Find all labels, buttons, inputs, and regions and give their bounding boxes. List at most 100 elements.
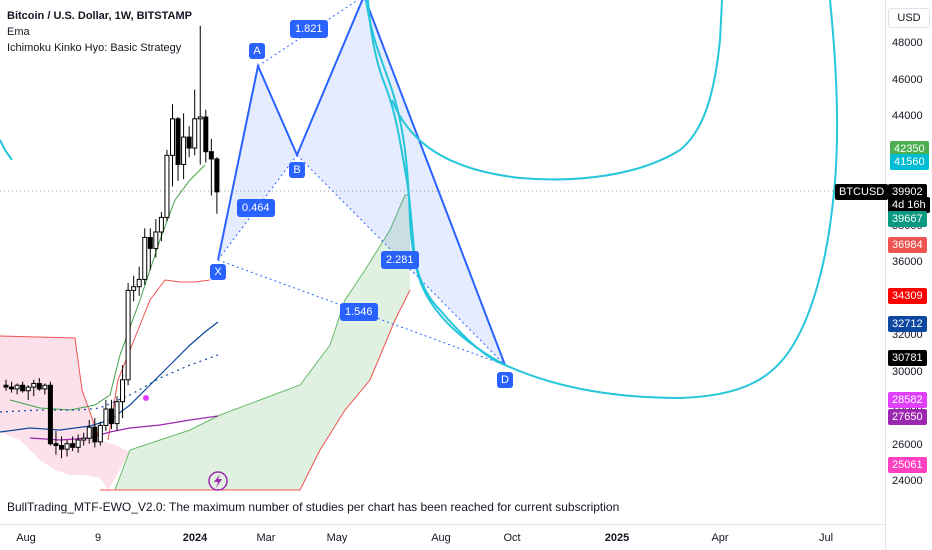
- price-badge: 28582: [888, 392, 927, 408]
- candle: [3, 384, 9, 388]
- price-badge: 36984: [888, 237, 927, 253]
- candle: [25, 386, 31, 392]
- time-tick: Apr: [711, 532, 729, 544]
- projection-curve-upper: [391, 0, 723, 181]
- point-label-d[interactable]: D: [497, 372, 513, 388]
- candle: [114, 401, 120, 425]
- price-tick: 24000: [892, 475, 923, 487]
- price-tick: 30000: [892, 365, 923, 378]
- price-badge: 27650: [888, 409, 927, 425]
- symbol-title[interactable]: Bitcoin / U.S. Dollar, 1W, BITSTAMP: [7, 10, 192, 22]
- candle: [81, 437, 87, 441]
- candle: [170, 118, 175, 156]
- price-badge: 25061: [888, 457, 927, 473]
- price-badge: 32712: [888, 316, 927, 332]
- candle: [20, 384, 26, 392]
- ema-line-purple: [29, 415, 219, 441]
- ichimoku-span-b: [100, 289, 411, 491]
- price-tick: 46000: [892, 73, 923, 86]
- point-label-b[interactable]: B: [289, 162, 305, 178]
- candle: [142, 236, 148, 280]
- price-badge: BTCUSD: [835, 184, 889, 200]
- price-badge: 39902: [888, 184, 927, 200]
- harmonic-bd-dotted: [296, 154, 506, 366]
- chart-legend[interactable]: Bitcoin / U.S. Dollar, 1W, BITSTAMP Ema …: [7, 8, 192, 56]
- candle: [186, 136, 192, 149]
- time-tick: 2024: [182, 532, 208, 544]
- price-badge: 30781: [888, 350, 927, 366]
- candle: [153, 231, 159, 249]
- time-tick: Mar: [256, 532, 276, 544]
- candle: [108, 408, 114, 425]
- ichimoku-span-a: [114, 194, 410, 491]
- candle: [14, 384, 20, 390]
- lightning-icon[interactable]: [208, 471, 228, 491]
- projection-curve-main: [365, 0, 839, 400]
- candle: [103, 408, 109, 426]
- projection-curve-left: [0, 139, 13, 161]
- time-tick: 9: [94, 532, 102, 544]
- indicator-ichimoku-label[interactable]: Ichimoku Kinko Hyo: Basic Strategy: [7, 42, 182, 54]
- currency-button[interactable]: USD: [888, 8, 930, 28]
- price-tick: 44000: [892, 110, 923, 122]
- candle: [64, 443, 70, 450]
- price-badge: 4d 16h: [888, 197, 930, 213]
- candle: [131, 286, 137, 291]
- candle: [203, 116, 209, 153]
- price-badge: 42350: [890, 141, 929, 157]
- candle: [136, 278, 142, 288]
- point-label-x[interactable]: X: [210, 264, 226, 280]
- candle: [192, 118, 198, 149]
- candle: [181, 136, 187, 165]
- indicator-ema-label[interactable]: Ema: [7, 26, 30, 38]
- candle: [59, 445, 64, 450]
- candle: [97, 424, 103, 443]
- kijun-line-red: [107, 279, 211, 441]
- candle: [70, 443, 76, 448]
- time-tick: Oct: [503, 532, 521, 544]
- ratio-label-xad[interactable]: 1.546: [340, 303, 378, 321]
- harmonic-ac-dotted: [257, 0, 359, 67]
- candle: [175, 118, 181, 165]
- ema-dot-marker: [143, 395, 149, 401]
- candle: [9, 386, 15, 390]
- ichimoku-cloud-bullish: [115, 195, 410, 490]
- ratio-label-abc[interactable]: 0.464: [237, 199, 275, 217]
- candle: [120, 379, 126, 403]
- price-tick: 48000: [892, 37, 923, 49]
- projection-curve-inner: [367, 0, 506, 366]
- candle: [92, 426, 98, 443]
- time-tick: Aug: [16, 532, 36, 544]
- candle: [208, 151, 214, 160]
- ichimoku-cloud-top-red: [0, 335, 101, 441]
- time-tick: May: [326, 532, 348, 544]
- point-label-a[interactable]: A: [249, 43, 265, 59]
- time-tick: Jul: [818, 532, 834, 544]
- candle: [36, 382, 42, 390]
- candle: [42, 384, 48, 390]
- price-tick: 32000: [892, 329, 923, 341]
- price-tick: 36000: [892, 256, 923, 268]
- candle: [197, 116, 203, 120]
- tenkan-line-green: [9, 164, 206, 411]
- ratio-label-bcd[interactable]: 2.281: [381, 251, 419, 269]
- candlestick-series: [3, 25, 220, 459]
- price-badge: 41560: [890, 154, 929, 170]
- ichimoku-cloud-bearish: [0, 336, 130, 490]
- candle: [75, 439, 81, 448]
- time-tick: Aug: [431, 532, 451, 544]
- candle: [86, 426, 92, 439]
- harmonic-xd-dotted: [217, 259, 506, 366]
- candle: [125, 289, 131, 381]
- candle: [147, 236, 153, 249]
- price-badge: 34309: [888, 288, 927, 304]
- price-tick: 26000: [892, 438, 923, 451]
- candle: [31, 382, 37, 388]
- studies-limit-notice: BullTrading_MTF-EWO_V2.0: The maximum nu…: [7, 500, 620, 514]
- ratio-label-xab[interactable]: 1.821: [290, 20, 328, 38]
- time-tick: 2025: [604, 532, 630, 544]
- harmonic-xab-fill: [218, 66, 297, 260]
- candle: [53, 443, 59, 446]
